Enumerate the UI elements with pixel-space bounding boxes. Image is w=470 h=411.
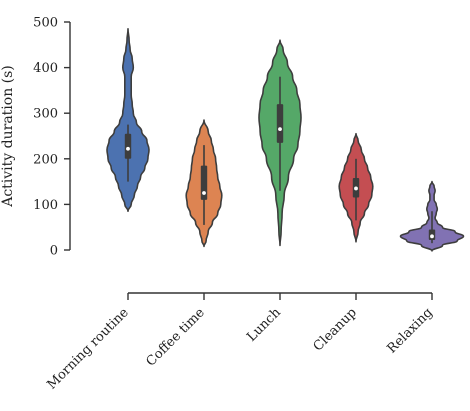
y-tick-label: 300 <box>33 107 58 122</box>
median-marker <box>354 186 358 191</box>
x-tick-label: Morning routine <box>44 305 132 393</box>
median-marker <box>278 127 282 132</box>
iqr-box <box>276 104 284 143</box>
y-tick-label: 500 <box>33 16 58 31</box>
median-marker <box>430 234 434 239</box>
y-tick-label: 0 <box>50 244 58 259</box>
y-axis-label: Activity duration (s) <box>0 65 16 208</box>
y-tick-label: 200 <box>33 152 58 167</box>
x-tick-label: Relaxing <box>385 305 436 356</box>
x-tick-label: Lunch <box>244 305 284 345</box>
x-axis: Morning routine Coffee time Lunch Cleanup Re… <box>44 292 436 393</box>
iqr-box <box>200 165 208 200</box>
y-tick-label: 100 <box>33 198 58 213</box>
y-axis: 0 100 200 300 400 500 <box>33 16 71 259</box>
median-marker <box>202 191 206 195</box>
violin-morning-routine <box>106 27 150 212</box>
median-marker <box>126 146 130 151</box>
violins-layer <box>106 27 465 252</box>
x-tick-label: Coffee time <box>144 305 209 370</box>
iqr-box <box>124 133 132 159</box>
x-tick-label: Cleanup <box>311 305 360 354</box>
y-tick-label: 400 <box>33 61 58 76</box>
